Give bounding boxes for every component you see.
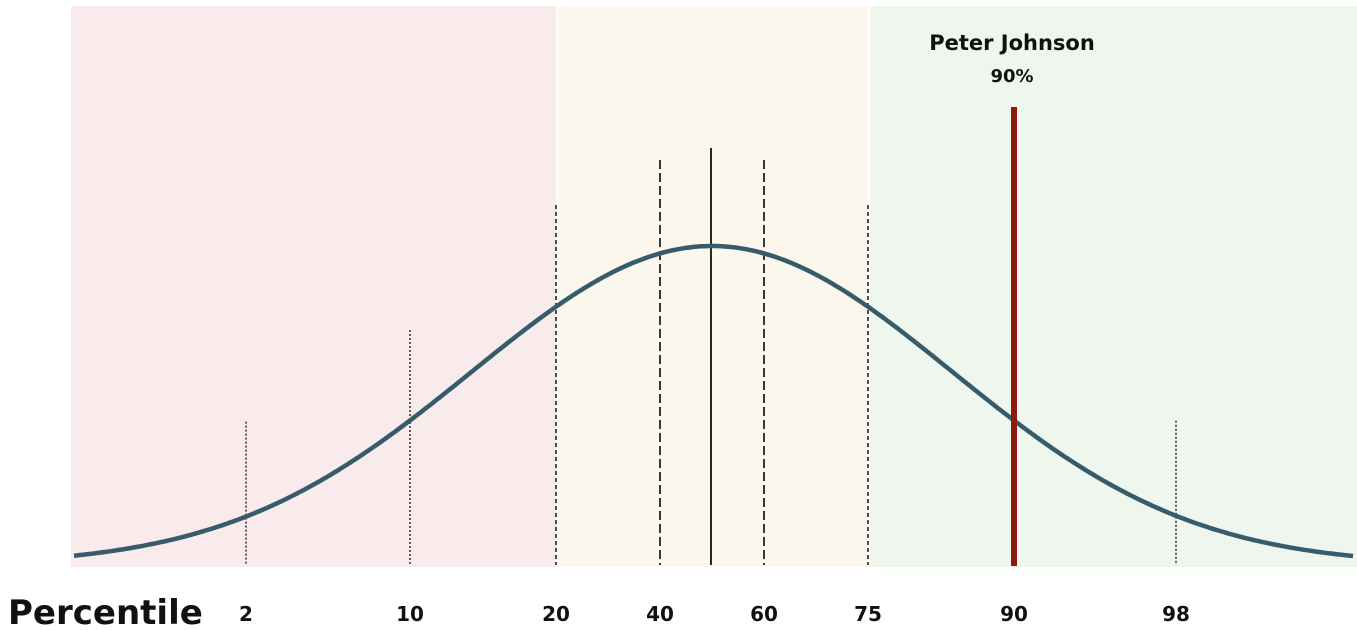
tick-label-20: 20 (542, 602, 570, 626)
tick-label-2: 2 (239, 602, 253, 626)
tick-label-10: 10 (396, 602, 424, 626)
percentile-bands (71, 6, 1357, 567)
band-2 (870, 6, 1357, 567)
distribution-curve (73, 243, 1354, 559)
tick-label-75: 75 (854, 602, 882, 626)
tick-label-60: 60 (750, 602, 778, 626)
tick-label-40: 40 (646, 602, 674, 626)
marker-name: Peter Johnson (929, 31, 1095, 55)
tick-label-90: 90 (1000, 602, 1028, 626)
band-0 (71, 6, 556, 567)
marker-line (1011, 107, 1017, 566)
percentile-guide-lines (245, 148, 1177, 565)
tick-label-98: 98 (1162, 602, 1190, 626)
marker-percent-label: 90% (990, 66, 1033, 87)
band-1 (558, 6, 868, 567)
x-axis-title: Percentile (8, 593, 203, 630)
x-tick-labels: 2 10 20 40 60 75 90 98 (239, 602, 1190, 626)
